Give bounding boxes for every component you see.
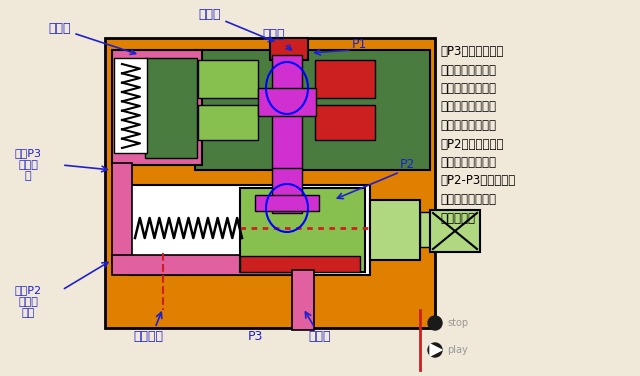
Text: 出油口: 出油口 — [308, 330, 330, 343]
Text: P3: P3 — [247, 330, 262, 343]
Bar — [315, 105, 375, 140]
Text: 压力P3
逐渐变
大: 压力P3 逐渐变 大 — [15, 148, 42, 181]
Bar — [112, 50, 202, 165]
Bar — [420, 212, 430, 247]
Text: stop: stop — [447, 318, 468, 328]
Bar — [195, 50, 430, 170]
Bar — [292, 195, 312, 275]
Bar — [112, 255, 307, 275]
Circle shape — [428, 343, 442, 357]
Bar — [114, 58, 147, 153]
Text: 进油口: 进油口 — [262, 28, 291, 50]
Text: 当P3增大时，作用
在定差减压阀阀芯
左端的压力增大，
阀芯右移，减压口
增大，压降减小，
使P2也增大从而使
节流阀的压差也就
是P2-P3保持不变，
使得出: 当P3增大时，作用 在定差减压阀阀芯 左端的压力增大， 阀芯右移，减压口 增大，… — [440, 45, 515, 224]
Bar — [255, 195, 319, 211]
Bar — [145, 58, 197, 158]
Text: 节流口: 节流口 — [48, 22, 136, 55]
Bar — [240, 188, 365, 272]
Text: 泄露油口: 泄露油口 — [133, 330, 163, 343]
Bar — [198, 105, 258, 140]
Bar — [112, 163, 132, 263]
Bar — [270, 38, 308, 60]
Text: P1: P1 — [352, 38, 367, 51]
Text: P2: P2 — [400, 158, 415, 171]
Text: 压力P2
也逐渐
变大: 压力P2 也逐渐 变大 — [15, 285, 42, 318]
Circle shape — [428, 316, 442, 330]
Bar — [105, 38, 435, 328]
Bar — [292, 270, 314, 330]
Text: 减压口: 减压口 — [198, 8, 274, 42]
Bar — [430, 210, 480, 252]
Bar — [240, 256, 360, 272]
Bar — [370, 200, 420, 260]
Bar — [130, 185, 370, 275]
Bar — [431, 319, 439, 327]
Bar — [315, 60, 375, 98]
Bar — [258, 88, 316, 116]
Polygon shape — [430, 344, 442, 356]
Bar — [198, 60, 258, 98]
Bar — [272, 168, 302, 213]
Text: play: play — [447, 345, 468, 355]
Bar — [272, 55, 302, 170]
